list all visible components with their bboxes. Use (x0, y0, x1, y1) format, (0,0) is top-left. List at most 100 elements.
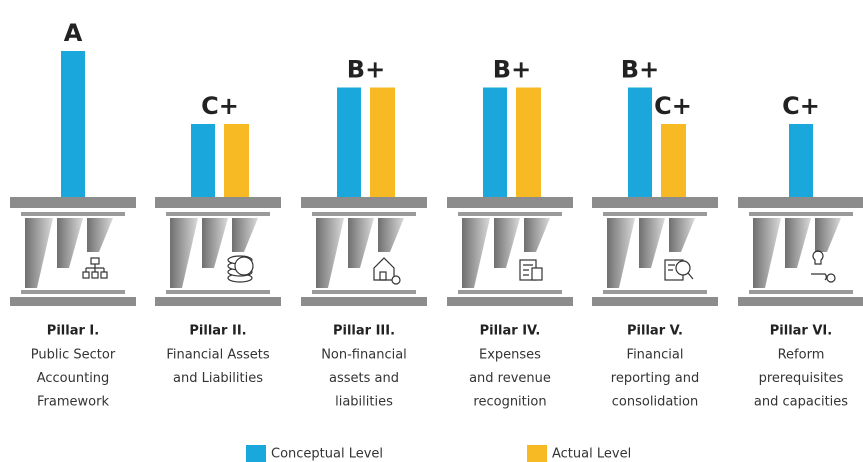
bar (483, 87, 507, 197)
slab (166, 212, 270, 216)
pillar-name: Pillar I. (47, 324, 99, 339)
pillar-description: Accounting (37, 371, 110, 386)
bar (61, 51, 85, 197)
icon-part (811, 250, 827, 281)
column (57, 218, 83, 268)
bar (661, 124, 686, 197)
pillar-icon (227, 255, 254, 283)
slab (312, 212, 416, 216)
pillar-description: and revenue (469, 371, 551, 386)
column (462, 218, 490, 288)
slab (312, 290, 416, 294)
grade-label: C+ (782, 92, 820, 120)
slab (749, 212, 853, 216)
icon-part (391, 275, 401, 285)
column (25, 218, 53, 288)
column (316, 218, 344, 288)
column (524, 218, 550, 252)
legend-label: Actual Level (552, 447, 631, 462)
column (378, 218, 404, 252)
bar (337, 87, 361, 197)
pillar-description: and capacities (754, 395, 848, 410)
bar (224, 124, 249, 197)
grade-label: A (64, 19, 83, 47)
grade-label: B+ (621, 56, 659, 84)
grade-label: B+ (493, 56, 531, 84)
bar (516, 87, 541, 197)
slab (603, 212, 707, 216)
slab (749, 290, 853, 294)
column (607, 218, 635, 288)
pillar-description: and Liabilities (173, 371, 263, 386)
bar (191, 124, 215, 197)
pillar-icon (373, 257, 401, 285)
slab (447, 197, 573, 208)
pillar-description: Expenses (479, 348, 541, 363)
legend-swatch (527, 445, 547, 462)
icon-part (82, 271, 90, 279)
pillar-icon (519, 259, 543, 281)
slab (458, 290, 562, 294)
slab (21, 212, 125, 216)
pillar-name: Pillar II. (189, 324, 246, 339)
pillar-description: recognition (473, 395, 546, 410)
column (202, 218, 228, 268)
column (639, 218, 665, 268)
icon-part (531, 267, 543, 281)
icon-part (100, 271, 108, 279)
grade-label: C+ (654, 92, 692, 120)
pillar-description: Financial Assets (166, 348, 270, 363)
slab (21, 290, 125, 294)
pillar-name: Pillar VI. (770, 324, 832, 339)
slab (603, 290, 707, 294)
pillar-description: liabilities (335, 395, 393, 410)
pillar-description: Non-financial (321, 348, 407, 363)
slab (155, 197, 281, 208)
slab (447, 297, 573, 306)
column (87, 218, 113, 252)
slab (738, 197, 863, 208)
column (785, 218, 811, 268)
icon-part (379, 271, 387, 281)
icon-part (826, 273, 836, 283)
column (494, 218, 520, 268)
pillar-description: reporting and (611, 371, 699, 386)
pillar-description: Public Sector (31, 348, 116, 363)
pillar-name: Pillar IV. (480, 324, 541, 339)
pillar-name: Pillar V. (627, 324, 683, 339)
icon-part (668, 264, 694, 280)
pillar-description: prerequisites (759, 371, 844, 386)
column (170, 218, 198, 288)
column (669, 218, 695, 252)
slab (458, 212, 562, 216)
slab (592, 297, 718, 306)
pillar-icon (82, 257, 108, 279)
pillar-description: consolidation (612, 395, 698, 410)
pillar-icon (811, 250, 836, 283)
column (815, 218, 841, 252)
column (753, 218, 781, 288)
icon-part (85, 264, 105, 272)
slab (155, 297, 281, 306)
icon-part (234, 256, 254, 276)
slab (301, 297, 427, 306)
icon-part (90, 257, 100, 265)
slab (301, 197, 427, 208)
pillar-icon (664, 259, 694, 281)
column (232, 218, 258, 252)
slab (166, 290, 270, 294)
slab (738, 297, 863, 306)
grade-label: C+ (201, 92, 239, 120)
icon-part (675, 260, 691, 276)
icon-part (373, 257, 395, 281)
legend-label: Conceptual Level (271, 447, 383, 462)
pillar-description: Financial (627, 348, 684, 363)
slab (592, 197, 718, 208)
legend-swatch (246, 445, 266, 462)
bar (370, 87, 395, 197)
pillar-description: assets and (329, 371, 399, 386)
slab (10, 297, 136, 306)
icon-part (91, 271, 99, 279)
slab (10, 197, 136, 208)
